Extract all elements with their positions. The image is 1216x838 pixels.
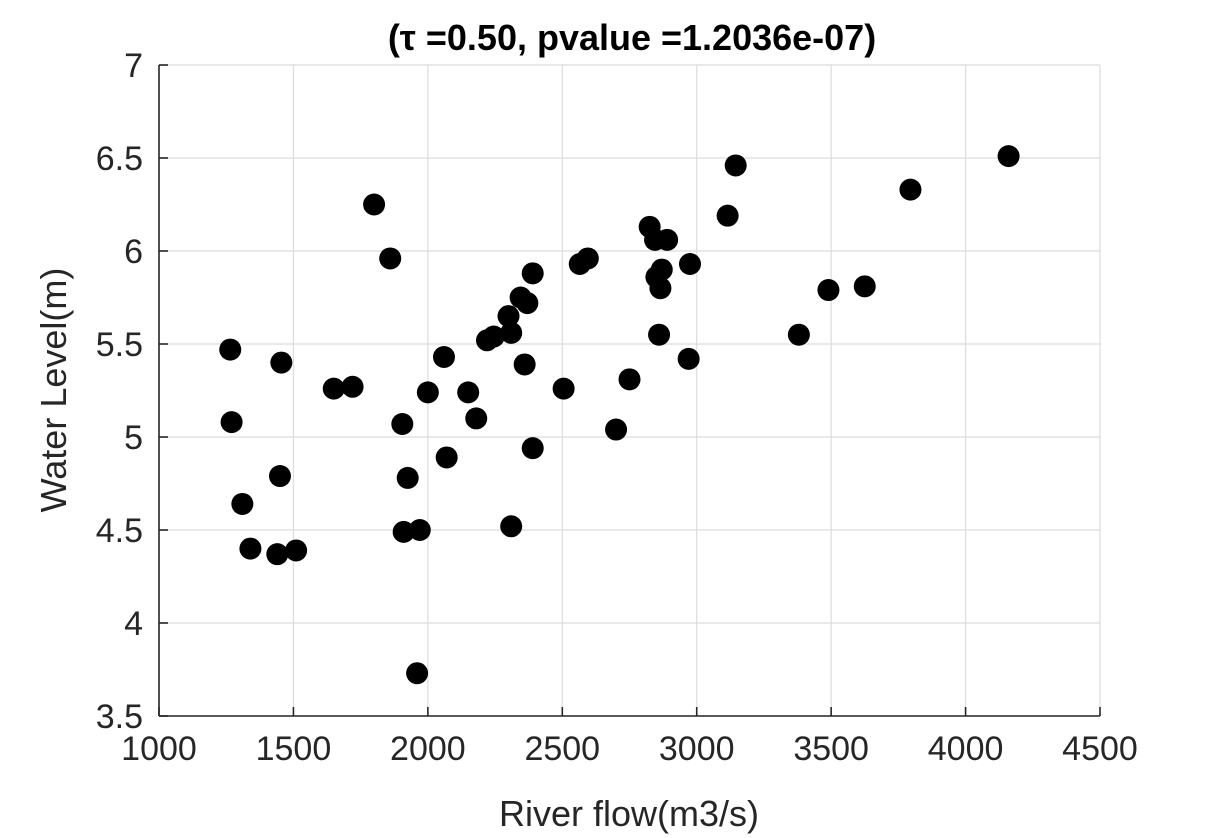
data-point: [391, 412, 414, 435]
data-point: [724, 154, 747, 177]
data-point: [266, 543, 289, 566]
x-tick-label: 2000: [390, 730, 466, 768]
data-point: [482, 325, 505, 348]
data-point: [396, 466, 419, 489]
data-point: [500, 515, 523, 538]
data-point: [656, 228, 679, 251]
data-point: [576, 247, 599, 270]
data-point: [899, 178, 922, 201]
data-point: [500, 321, 523, 344]
data-point: [650, 258, 673, 281]
data-point: [432, 346, 455, 369]
data-point: [379, 247, 402, 270]
x-tick-label: 3000: [659, 730, 735, 768]
tick-labels: 1000 1500 2000 2500 3000 3500 4000 4500 3.5 4 4.5 5…: [96, 47, 1138, 768]
data-point: [341, 375, 364, 398]
y-tick-label: 5.5: [96, 326, 143, 364]
data-point: [416, 381, 439, 404]
data-point: [408, 519, 431, 541]
chart-title: (τ =0.50, pvalue =1.2036e-07): [388, 17, 876, 58]
data-point: [270, 351, 293, 374]
data-point: [997, 145, 1020, 168]
data-point: [231, 492, 254, 515]
data-point: [285, 539, 308, 562]
data-point: [219, 338, 242, 361]
y-tick-label: 6: [124, 233, 143, 271]
data-point: [220, 411, 243, 434]
y-tick-label: 5: [124, 419, 143, 457]
data-point: [322, 377, 345, 400]
data-point: [853, 275, 876, 298]
data-point: [497, 305, 520, 328]
data-point: [513, 353, 536, 376]
data-point: [521, 262, 544, 285]
y-tick-label: 3.5: [96, 698, 143, 736]
data-point: [363, 193, 386, 216]
data-point: [618, 368, 641, 391]
data-point: [716, 204, 739, 227]
data-point: [787, 323, 810, 346]
data-point: [648, 323, 671, 346]
x-tick-label: 4500: [1062, 730, 1138, 768]
data-point: [605, 418, 628, 441]
data-points: [219, 145, 1020, 685]
data-point: [457, 381, 480, 404]
data-point: [678, 253, 701, 276]
data-point: [406, 662, 429, 685]
plot-axes: [158, 64, 1101, 717]
x-tick-label: 3500: [793, 730, 869, 768]
y-tick-label: 7: [124, 47, 143, 85]
data-point: [392, 520, 415, 543]
data-point: [465, 407, 488, 430]
data-point: [552, 377, 575, 400]
x-axis-label: River flow(m3/s): [499, 793, 759, 834]
data-point: [677, 347, 700, 370]
data-point: [516, 292, 539, 315]
data-point: [521, 437, 544, 460]
data-point: [435, 446, 458, 469]
data-point: [268, 465, 291, 488]
y-tick-label: 6.5: [96, 140, 143, 178]
x-tick-label: 4000: [928, 730, 1004, 768]
y-tick-label: 4: [124, 605, 143, 643]
y-axis-label: Water Level(m): [33, 268, 74, 513]
y-tick-label: 4.5: [96, 512, 143, 550]
data-point: [817, 279, 840, 302]
x-tick-label: 1000: [121, 730, 197, 768]
x-tick-label: 1500: [256, 730, 332, 768]
data-point: [239, 537, 262, 560]
x-tick-label: 2500: [524, 730, 600, 768]
data-point: [649, 277, 672, 300]
grid-lines: [158, 64, 1101, 717]
